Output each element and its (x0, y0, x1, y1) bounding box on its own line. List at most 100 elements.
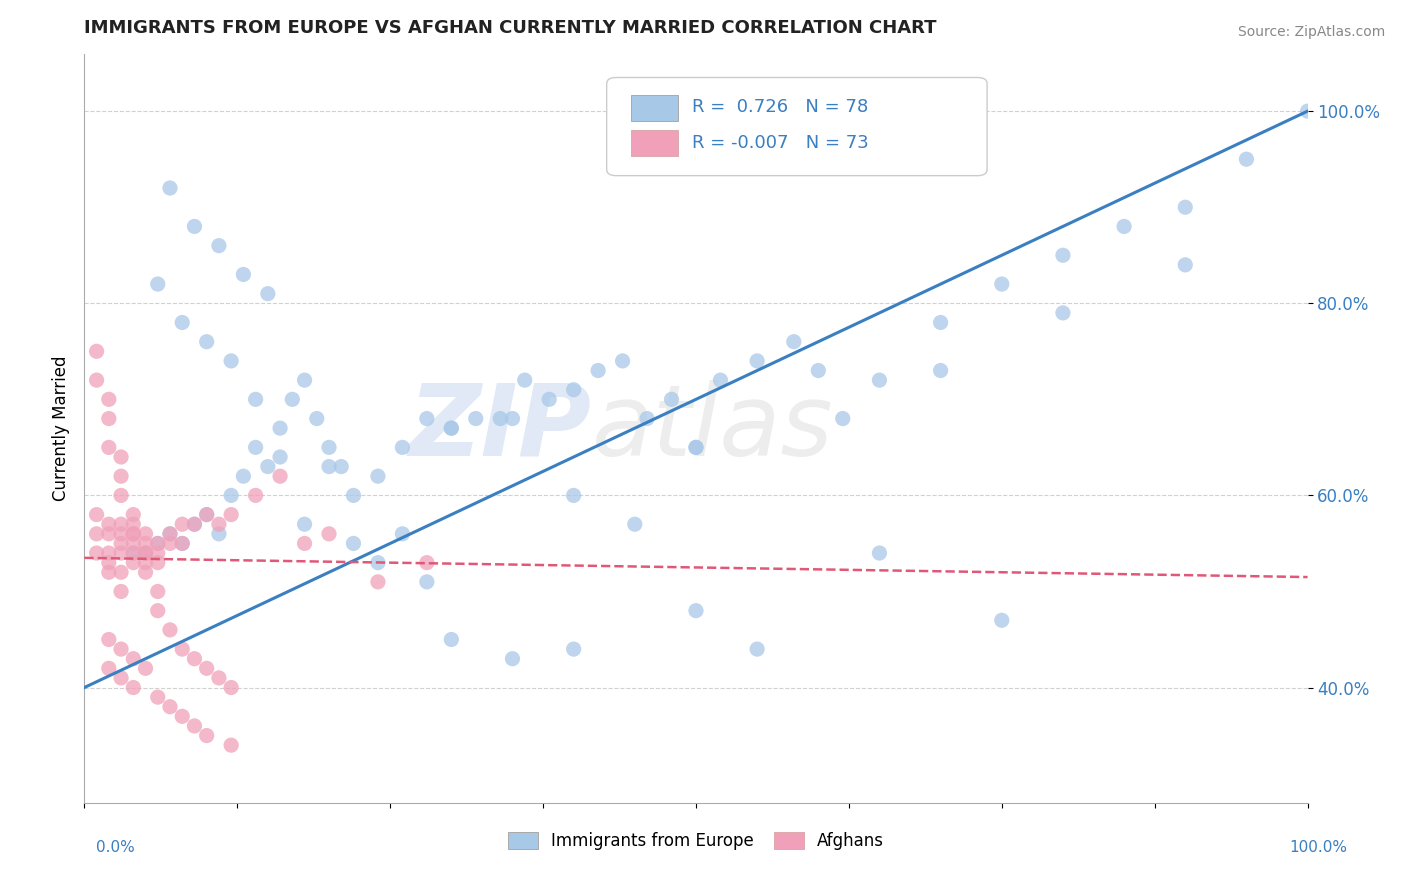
Point (97, 392, 120, 407)
Point (97, 517, 120, 532)
Point (257, 459, 280, 474)
Point (110, 671, 132, 685)
Point (747, 354, 769, 368)
Point (219, 681, 242, 695)
Point (661, 392, 683, 407)
Point (159, 526, 181, 541)
Point (172, 536, 194, 550)
Point (122, 681, 145, 695)
Point (416, 556, 439, 570)
Point (318, 441, 340, 455)
Point (183, 517, 205, 532)
Point (1052, 306, 1074, 320)
Point (195, 334, 218, 349)
Point (440, 632, 463, 647)
Point (122, 546, 145, 560)
Point (440, 421, 463, 435)
Point (685, 441, 707, 455)
Point (269, 421, 291, 435)
Point (257, 286, 280, 301)
Point (97, 441, 120, 455)
Point (416, 411, 439, 425)
Point (110, 546, 132, 560)
Point (97, 661, 120, 675)
Point (172, 709, 194, 723)
Point (562, 642, 585, 657)
Point (245, 441, 267, 455)
Point (86, 373, 108, 387)
Point (219, 508, 242, 522)
Point (183, 651, 205, 665)
Point (183, 517, 205, 532)
Point (367, 469, 389, 483)
Point (367, 574, 389, 589)
Point (783, 334, 806, 349)
Point (502, 651, 524, 665)
Point (269, 469, 291, 483)
Text: ZIP: ZIP (409, 380, 592, 476)
Point (219, 738, 242, 752)
Point (97, 632, 120, 647)
Point (122, 526, 145, 541)
Point (232, 268, 254, 282)
Point (538, 392, 561, 407)
Point (135, 546, 157, 560)
Point (636, 411, 658, 425)
Point (305, 411, 328, 425)
Point (342, 488, 364, 502)
Point (208, 526, 231, 541)
Point (97, 411, 120, 425)
Point (135, 526, 157, 541)
Point (1296, 104, 1319, 119)
Point (1236, 152, 1258, 166)
Point (110, 526, 132, 541)
Point (172, 316, 194, 330)
Point (195, 508, 218, 522)
Point (146, 690, 169, 705)
Point (159, 699, 181, 714)
FancyBboxPatch shape (631, 130, 678, 156)
Point (110, 566, 132, 580)
Point (391, 526, 413, 541)
Text: atlas: atlas (592, 380, 834, 476)
Point (97, 556, 120, 570)
Point (146, 277, 169, 291)
Point (208, 517, 231, 532)
Point (110, 536, 132, 550)
Point (135, 566, 157, 580)
Point (624, 517, 647, 532)
Point (869, 373, 891, 387)
Text: 0.0%: 0.0% (96, 840, 135, 855)
Point (146, 604, 169, 618)
Point (294, 517, 316, 532)
Y-axis label: Currently Married: Currently Married (52, 355, 70, 501)
Point (416, 574, 439, 589)
Point (146, 556, 169, 570)
Text: R = -0.007   N = 73: R = -0.007 N = 73 (692, 134, 869, 152)
Point (685, 604, 707, 618)
Point (502, 411, 524, 425)
Point (929, 363, 952, 377)
Point (122, 651, 145, 665)
Point (294, 536, 316, 550)
Point (513, 373, 536, 387)
Point (172, 536, 194, 550)
Point (146, 536, 169, 550)
Point (318, 526, 340, 541)
Point (391, 441, 413, 455)
Point (269, 450, 291, 464)
Point (195, 729, 218, 743)
Point (183, 719, 205, 733)
Point (110, 642, 132, 657)
Point (195, 508, 218, 522)
Point (1052, 248, 1074, 262)
Point (440, 421, 463, 435)
Point (110, 469, 132, 483)
Point (612, 354, 634, 368)
Point (929, 316, 952, 330)
Text: R =  0.726   N = 78: R = 0.726 N = 78 (692, 98, 869, 117)
Point (232, 469, 254, 483)
Legend: Immigrants from Europe, Afghans: Immigrants from Europe, Afghans (499, 823, 893, 858)
Point (159, 181, 181, 195)
Point (281, 392, 304, 407)
